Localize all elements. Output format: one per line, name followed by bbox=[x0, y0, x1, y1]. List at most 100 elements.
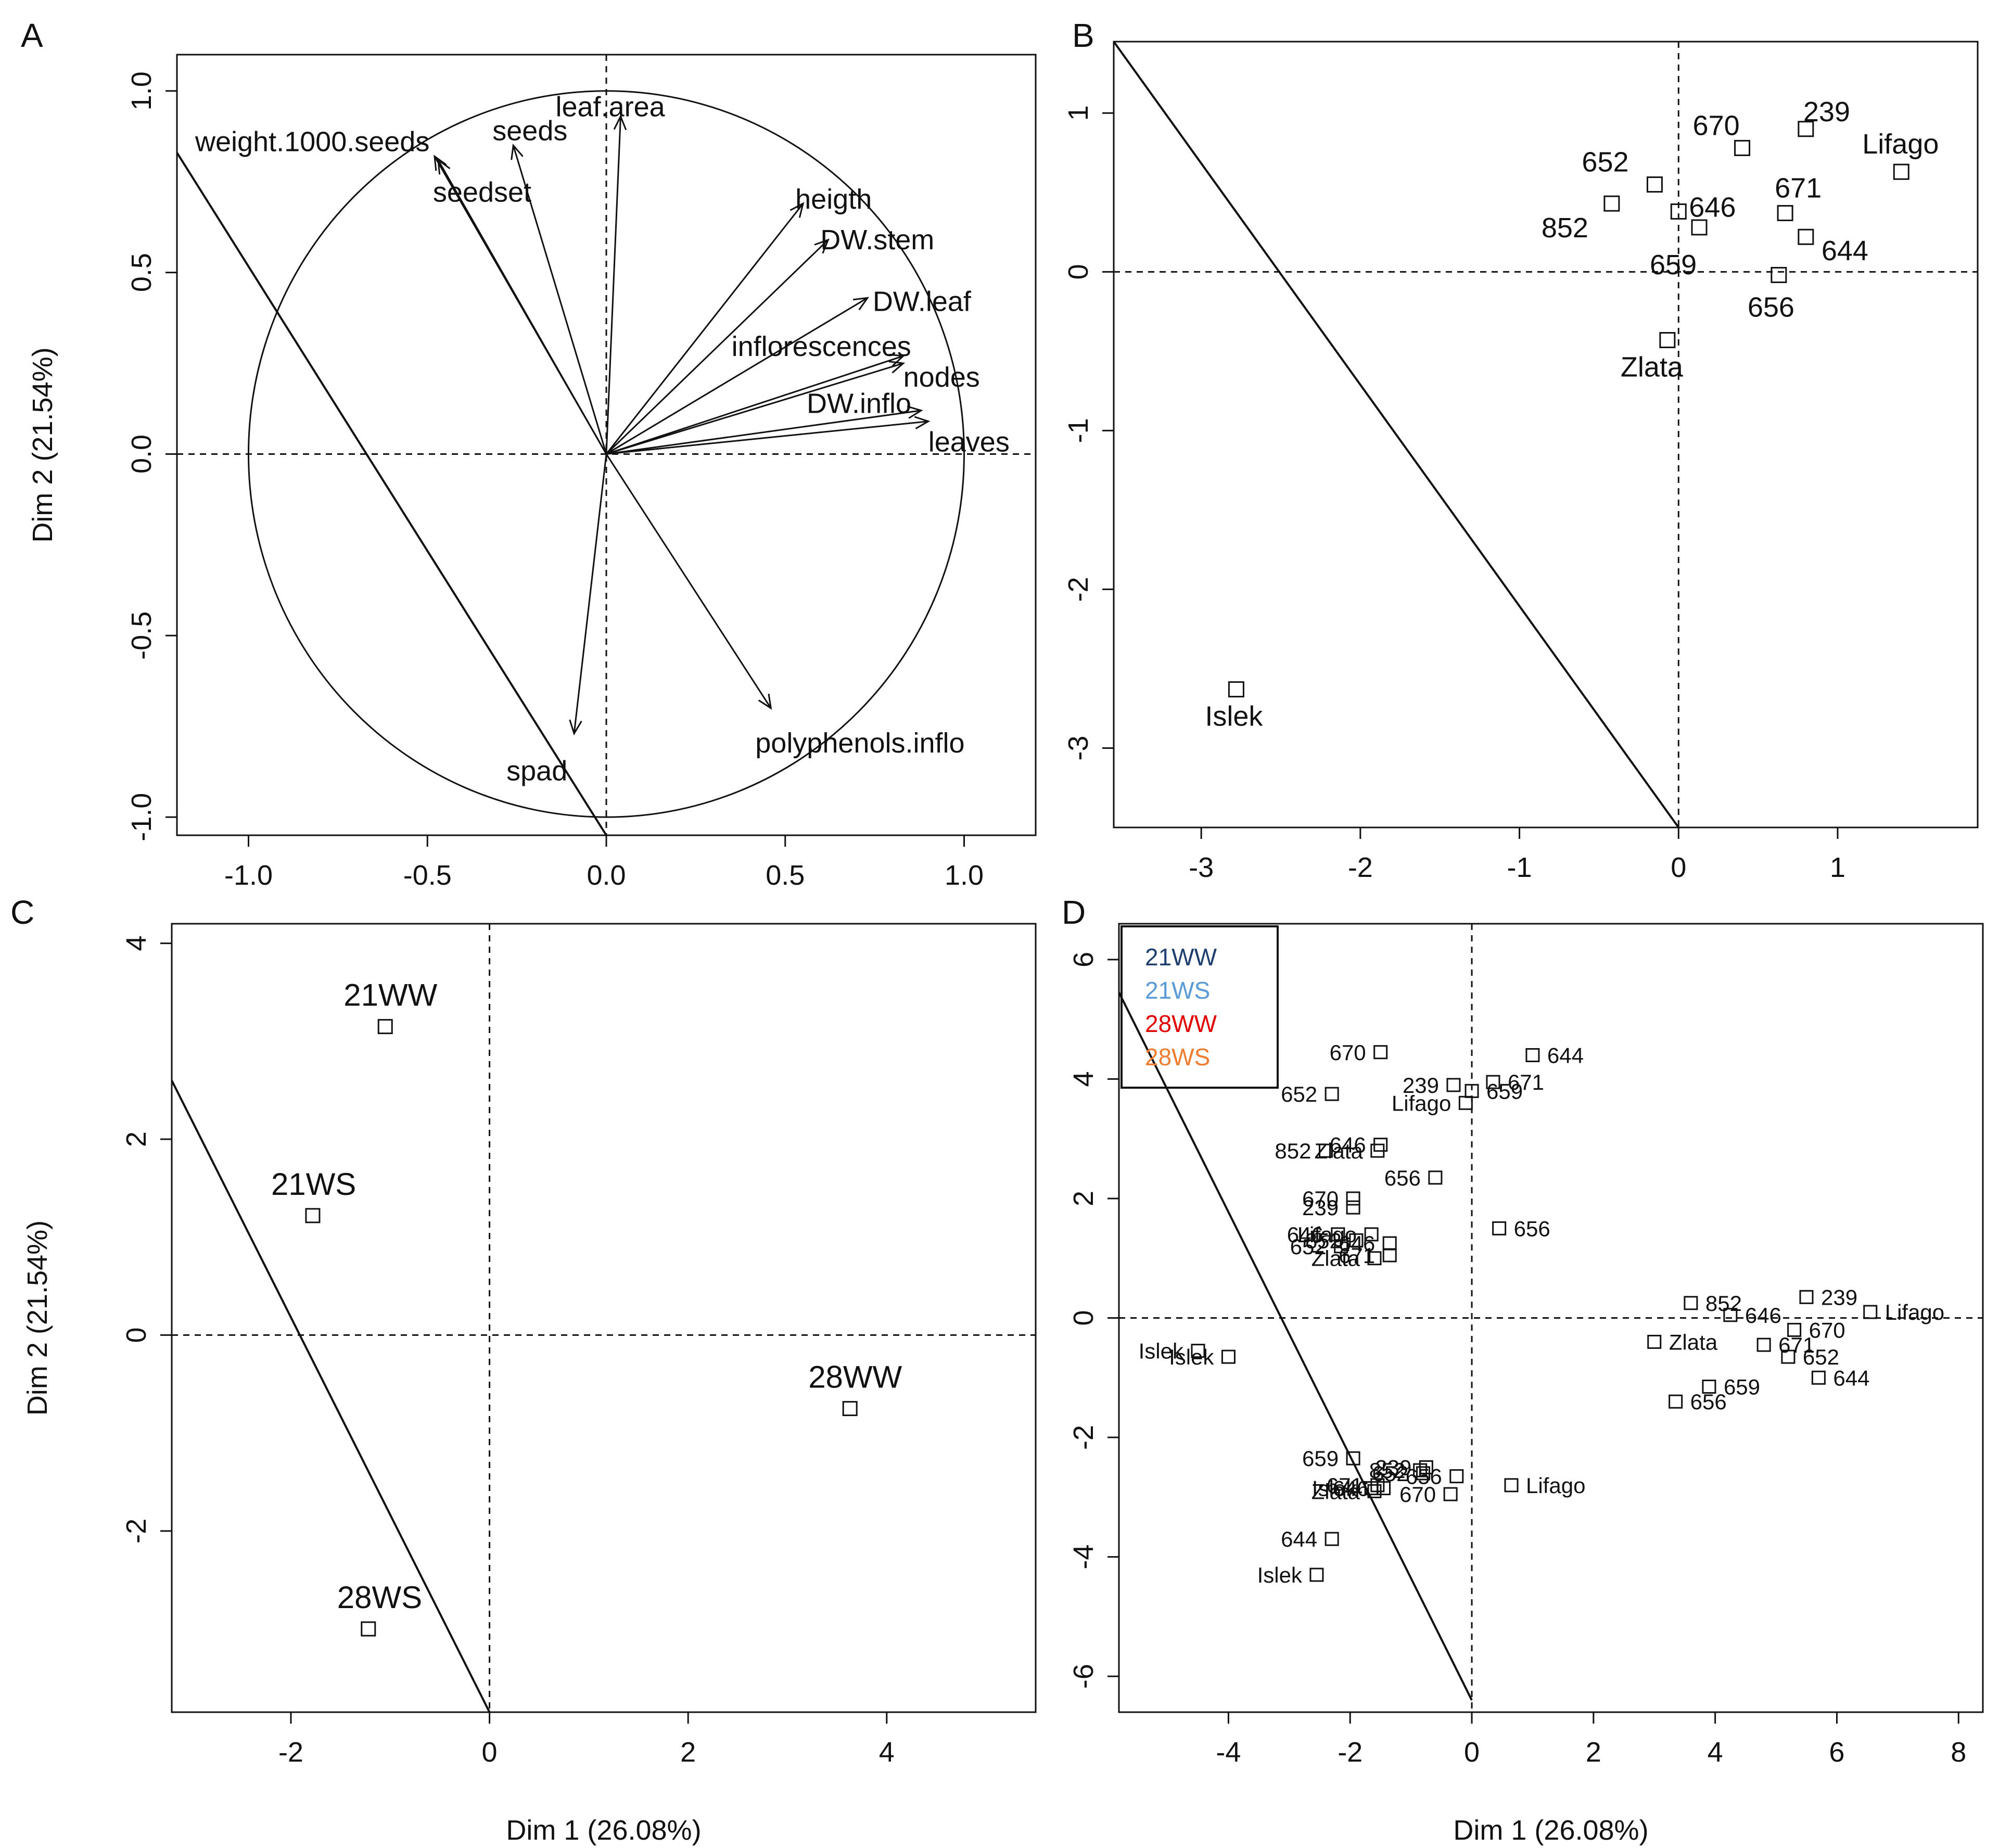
point-label: 671 bbox=[1327, 1473, 1363, 1498]
point-label: 852 bbox=[1305, 1228, 1342, 1253]
arrowhead bbox=[914, 416, 931, 429]
y-axis-label: Dim 2 (21.54%) bbox=[22, 1220, 53, 1416]
x-tick-label: -2 bbox=[1348, 852, 1373, 883]
point-646 bbox=[1670, 203, 1687, 220]
point-28WW-Lifago bbox=[1863, 1305, 1878, 1319]
point-label: 670 bbox=[1330, 1040, 1366, 1065]
y-tick-label: 1 bbox=[1063, 105, 1094, 121]
arrowhead bbox=[790, 202, 805, 218]
y-tick-label: 4 bbox=[1068, 1071, 1099, 1087]
x-tick-label: 8 bbox=[1951, 1737, 1966, 1768]
y-tick-label: -1.0 bbox=[126, 793, 157, 842]
point-21WS-670 bbox=[1346, 1191, 1360, 1206]
arrow-heigth bbox=[605, 203, 804, 455]
y-tick-label: 0 bbox=[121, 1327, 152, 1343]
y-axis-label: Dim 2 (21.54%) bbox=[27, 347, 58, 542]
point-label: 659 bbox=[1486, 1079, 1523, 1103]
point-label: 656 bbox=[1384, 1166, 1421, 1190]
arrow-polyphenols.inflo bbox=[605, 453, 772, 709]
point-label: 656 bbox=[1406, 1464, 1442, 1489]
arrow-label: DW.leaf bbox=[873, 286, 972, 317]
arrow-DW.inflo bbox=[606, 410, 922, 455]
y-tick-label: -0.5 bbox=[126, 611, 157, 660]
y-tick-label: -3 bbox=[1063, 735, 1094, 760]
arrowhead bbox=[613, 114, 627, 131]
x-tick-label: 0 bbox=[482, 1737, 498, 1768]
point-label: Islek bbox=[1205, 701, 1263, 732]
y-tick-label: -2 bbox=[1068, 1425, 1099, 1450]
point-label: 239 bbox=[1375, 1455, 1411, 1480]
point-label: Zlata bbox=[1312, 1479, 1360, 1503]
x-tick-label: -0.5 bbox=[403, 860, 452, 891]
y-tick-label: 0 bbox=[1068, 1310, 1099, 1326]
legend-entry: 28WS bbox=[1145, 1043, 1210, 1070]
arrow-label: seedset bbox=[433, 176, 531, 208]
point-28WS-670 bbox=[1443, 1487, 1458, 1501]
x-tick-label: -4 bbox=[1216, 1737, 1241, 1768]
point-21WW-652 bbox=[1325, 1087, 1339, 1101]
point-28WS-239 bbox=[1419, 1460, 1433, 1474]
point-Lifago bbox=[1893, 163, 1909, 180]
arrow-leaves bbox=[606, 420, 928, 455]
point-28WW-671 bbox=[1756, 1337, 1771, 1352]
point-label: Islek bbox=[1257, 1563, 1303, 1587]
point-label: 652 bbox=[1290, 1234, 1327, 1259]
panel-letter: B bbox=[1072, 17, 1094, 54]
point-label: 646 bbox=[1689, 192, 1736, 223]
point-Zlata bbox=[1659, 332, 1676, 348]
point-28WW-852 bbox=[1684, 1296, 1698, 1310]
point-label: 671 bbox=[1339, 1243, 1375, 1268]
y-tick-label: 0.5 bbox=[126, 253, 157, 292]
point-label: 656 bbox=[1514, 1216, 1550, 1241]
arrow-label: inflorescences bbox=[732, 331, 911, 362]
legend-box bbox=[1121, 925, 1279, 1089]
panel-c: C -2 0 2 4 -2 0 2 4 Dim 2 (21.54%) Dim 1 (26.08%) 2… bbox=[10, 894, 1037, 1846]
point-28WS-656 bbox=[1449, 1469, 1464, 1484]
y-tick-label: 0 bbox=[1063, 264, 1094, 279]
x-tick-label: 1.0 bbox=[945, 860, 984, 891]
point-21WW-Islek bbox=[1221, 1349, 1236, 1364]
point-label: 646 bbox=[1330, 1133, 1366, 1157]
point-28WS-659 bbox=[1346, 1451, 1360, 1465]
point-21WS-239 bbox=[1346, 1200, 1360, 1215]
arrow-nodes bbox=[606, 362, 904, 455]
point-21WS-852 bbox=[1349, 1233, 1364, 1247]
panel-letter: D bbox=[1062, 894, 1086, 931]
point-21WW-644 bbox=[1525, 1048, 1540, 1062]
point-label: Zlata bbox=[1312, 1246, 1360, 1271]
point-21WW-239 bbox=[1446, 1078, 1461, 1092]
point-label: 644 bbox=[1833, 1366, 1869, 1390]
point-label: 671 bbox=[1508, 1070, 1544, 1094]
point-28WW bbox=[842, 1401, 858, 1417]
point-21WW bbox=[377, 1019, 393, 1035]
x-tick-label: 0.5 bbox=[766, 860, 805, 891]
separator-line bbox=[172, 1080, 491, 1712]
point-label: 670 bbox=[1809, 1318, 1845, 1342]
point-852 bbox=[1603, 195, 1620, 212]
y-tick-label: -2 bbox=[121, 1519, 152, 1544]
arrow-spad bbox=[573, 454, 607, 734]
point-label: 239 bbox=[1403, 1073, 1439, 1098]
point-28WS-Lifago bbox=[1504, 1478, 1519, 1493]
point-label: 239 bbox=[1302, 1195, 1339, 1220]
arrowhead bbox=[569, 719, 582, 736]
point-label: 671 bbox=[1775, 172, 1822, 203]
point-21WW-Zlata bbox=[1370, 1143, 1385, 1158]
x-tick-label: 1 bbox=[1830, 852, 1845, 883]
point-label: 652 bbox=[1582, 147, 1628, 178]
correlation-circle bbox=[248, 90, 965, 818]
x-tick-label: 0 bbox=[1464, 1737, 1480, 1768]
x-tick-label: -2 bbox=[278, 1737, 303, 1768]
x-tick-label: -3 bbox=[1189, 852, 1214, 883]
point-21WS-Islek bbox=[1191, 1344, 1205, 1358]
x-tick-label: 0 bbox=[1671, 852, 1686, 883]
point-label: Lifago bbox=[1526, 1473, 1585, 1498]
panel-a: A -1.0 -0.5 0.0 0.5 1.0 -1.0 -0.5 0.0 0.5 1.0 Dim 2… bbox=[21, 17, 1037, 891]
point-28WS-Islek bbox=[1309, 1567, 1324, 1582]
y-tick-label: -6 bbox=[1068, 1664, 1099, 1689]
point-21WS-646 bbox=[1382, 1236, 1397, 1251]
separator-line bbox=[1119, 992, 1473, 1701]
x-axis-label: Dim 1 (26.08%) bbox=[506, 1815, 701, 1846]
arrow-DW.stem bbox=[605, 239, 829, 455]
